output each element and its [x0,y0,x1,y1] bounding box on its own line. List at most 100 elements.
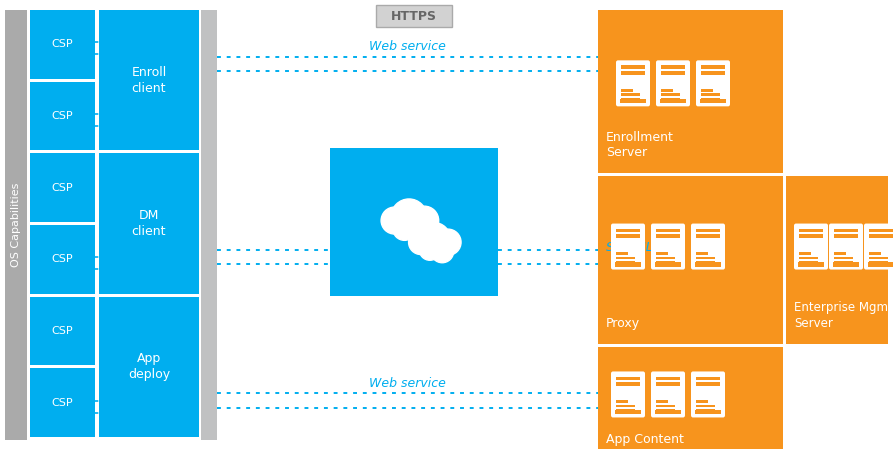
FancyBboxPatch shape [621,66,645,69]
FancyBboxPatch shape [701,66,725,69]
FancyBboxPatch shape [5,10,27,440]
FancyBboxPatch shape [799,252,811,255]
FancyBboxPatch shape [799,234,823,238]
FancyBboxPatch shape [696,401,708,403]
FancyBboxPatch shape [598,347,783,449]
FancyBboxPatch shape [201,10,217,440]
FancyBboxPatch shape [660,99,686,103]
Text: OS Capabilities: OS Capabilities [11,183,21,267]
FancyBboxPatch shape [700,99,726,103]
FancyBboxPatch shape [30,153,95,222]
Text: Enterprise Mgmt.
Server: Enterprise Mgmt. Server [794,301,893,330]
FancyBboxPatch shape [695,262,721,267]
FancyBboxPatch shape [696,229,720,233]
Text: Enrollment
Server: Enrollment Server [606,131,674,159]
FancyBboxPatch shape [621,71,645,75]
FancyBboxPatch shape [616,409,635,411]
FancyBboxPatch shape [799,261,818,264]
FancyBboxPatch shape [869,261,889,264]
FancyBboxPatch shape [30,297,95,365]
FancyBboxPatch shape [656,261,675,264]
FancyBboxPatch shape [656,60,690,106]
FancyBboxPatch shape [616,382,640,386]
FancyBboxPatch shape [99,10,199,150]
FancyBboxPatch shape [621,97,640,100]
FancyBboxPatch shape [656,409,675,411]
FancyBboxPatch shape [656,377,680,380]
FancyBboxPatch shape [834,229,858,233]
FancyBboxPatch shape [869,252,881,255]
FancyBboxPatch shape [701,93,720,96]
Text: Web service: Web service [369,377,446,390]
FancyBboxPatch shape [616,234,640,238]
FancyBboxPatch shape [656,401,668,403]
FancyBboxPatch shape [30,368,95,437]
FancyBboxPatch shape [868,262,893,267]
FancyBboxPatch shape [701,89,713,92]
FancyBboxPatch shape [695,410,721,414]
FancyBboxPatch shape [598,176,783,344]
Circle shape [409,230,433,255]
FancyBboxPatch shape [656,405,675,407]
FancyBboxPatch shape [651,371,685,418]
FancyBboxPatch shape [701,71,725,75]
FancyBboxPatch shape [696,382,720,386]
FancyBboxPatch shape [834,261,853,264]
FancyBboxPatch shape [655,410,681,414]
FancyBboxPatch shape [661,66,685,69]
Text: CSP: CSP [52,326,73,336]
FancyBboxPatch shape [864,224,893,269]
FancyBboxPatch shape [661,97,680,100]
FancyBboxPatch shape [616,229,640,233]
FancyBboxPatch shape [691,371,725,418]
Circle shape [410,206,438,235]
FancyBboxPatch shape [621,93,640,96]
FancyBboxPatch shape [30,82,95,150]
FancyBboxPatch shape [834,257,853,260]
FancyBboxPatch shape [656,252,668,255]
FancyBboxPatch shape [696,405,715,407]
FancyBboxPatch shape [691,224,725,269]
FancyBboxPatch shape [834,234,858,238]
FancyBboxPatch shape [696,252,708,255]
FancyBboxPatch shape [615,410,641,414]
FancyBboxPatch shape [696,234,720,238]
FancyBboxPatch shape [621,89,633,92]
FancyBboxPatch shape [30,10,95,79]
Circle shape [435,229,461,255]
FancyBboxPatch shape [611,371,645,418]
FancyBboxPatch shape [696,60,730,106]
FancyBboxPatch shape [701,97,720,100]
FancyBboxPatch shape [656,257,675,260]
Text: HTTPS: HTTPS [391,9,437,22]
Text: Enroll
client: Enroll client [131,66,167,95]
FancyBboxPatch shape [661,89,673,92]
FancyBboxPatch shape [598,10,783,173]
FancyBboxPatch shape [794,224,828,269]
Circle shape [405,218,430,243]
FancyBboxPatch shape [651,224,685,269]
FancyBboxPatch shape [376,5,452,27]
FancyBboxPatch shape [616,405,635,407]
Circle shape [393,217,416,240]
FancyBboxPatch shape [655,262,681,267]
Text: CSP: CSP [52,40,73,49]
FancyBboxPatch shape [829,224,863,269]
Text: CSP: CSP [52,398,73,408]
FancyBboxPatch shape [616,401,628,403]
Text: Proxy: Proxy [606,317,640,330]
Text: DM
client: DM client [132,209,166,238]
Circle shape [381,207,408,234]
FancyBboxPatch shape [616,60,650,106]
FancyBboxPatch shape [656,382,680,386]
Circle shape [418,223,450,255]
Text: Web service: Web service [369,40,446,53]
FancyBboxPatch shape [869,257,889,260]
FancyBboxPatch shape [616,377,640,380]
FancyBboxPatch shape [616,257,635,260]
FancyBboxPatch shape [616,252,628,255]
FancyBboxPatch shape [99,297,199,437]
FancyBboxPatch shape [799,229,823,233]
FancyBboxPatch shape [656,234,680,238]
FancyBboxPatch shape [620,99,646,103]
